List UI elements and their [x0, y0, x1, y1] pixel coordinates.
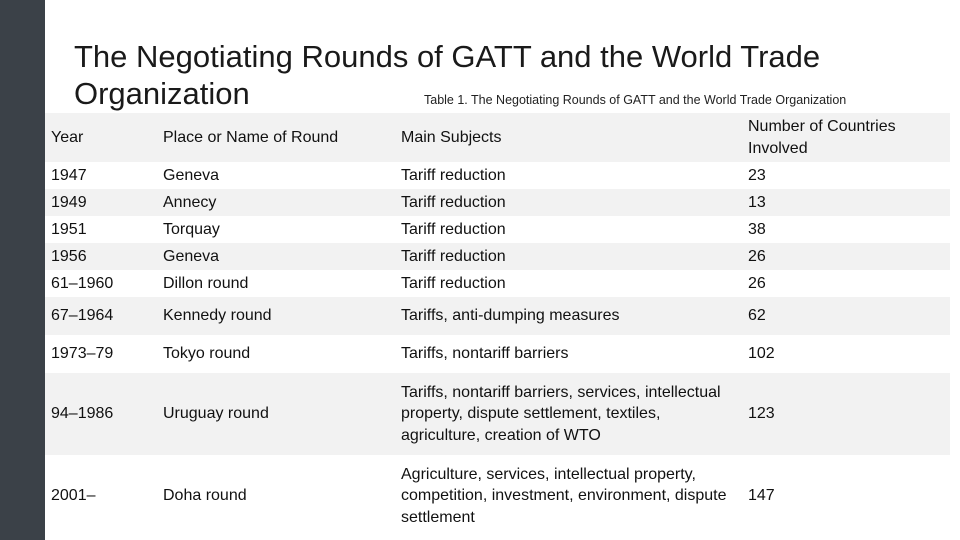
side-accent-bar — [0, 0, 45, 540]
table-row: 67–1964 Kennedy round Tariffs, anti-dump… — [45, 297, 950, 335]
table-row: 1949 Annecy Tariff reduction 13 — [45, 189, 950, 216]
header-year: Year — [45, 113, 157, 162]
cell-countries: 62 — [742, 297, 950, 335]
cell-subjects: Tariff reduction — [401, 166, 506, 184]
cell-round: Uruguay round — [157, 373, 395, 455]
table-caption: Table 1. The Negotiating Rounds of GATT … — [424, 93, 847, 107]
cell-year: 61–1960 — [51, 274, 114, 292]
table-row: 61–1960 Dillon round Tariff reduction 26 — [45, 270, 950, 297]
gatt-rounds-table: Year Place or Name of Round Main Subject… — [45, 113, 950, 537]
cell-year: 1956 — [45, 243, 157, 270]
cell-countries: 13 — [742, 189, 950, 216]
cell-year: 1973–79 — [51, 345, 114, 363]
table-row: 94–1986 Uruguay round Tariffs, nontariff… — [45, 373, 950, 455]
cell-subjects: Tariff reduction — [395, 189, 742, 216]
cell-subjects: Tariffs, nontariff barriers — [401, 345, 569, 363]
table-row: 1956 Geneva Tariff reduction 26 — [45, 243, 950, 270]
cell-subjects: Tariff reduction — [401, 220, 506, 238]
cell-countries: 38 — [748, 220, 766, 238]
table-row: 2001– Doha round Agriculture, services, … — [45, 455, 950, 537]
cell-year: 2001– — [51, 487, 96, 505]
cell-round: Geneva — [163, 166, 220, 184]
table-header-row: Year Place or Name of Round Main Subject… — [45, 113, 950, 162]
cell-round: Dillon round — [163, 274, 249, 292]
header-subjects: Main Subjects — [395, 113, 742, 162]
slide-title: The Negotiating Rounds of GATT and the W… — [74, 39, 821, 111]
cell-year: 1947 — [51, 166, 87, 184]
cell-subjects: Tariff reduction — [401, 274, 506, 292]
table-row: 1951 Torquay Tariff reduction 38 — [45, 216, 950, 243]
cell-year: 1949 — [45, 189, 157, 216]
cell-subjects: Agriculture, services, intellectual prop… — [401, 465, 727, 526]
cell-round: Torquay — [163, 220, 220, 238]
cell-subjects: Tariffs, nontariff barriers, services, i… — [395, 373, 742, 455]
table-row: 1973–79 Tokyo round Tariffs, nontariff b… — [45, 335, 950, 373]
cell-year: 1951 — [51, 220, 87, 238]
cell-countries: 123 — [742, 373, 950, 455]
header-round: Place or Name of Round — [157, 113, 395, 162]
cell-countries: 26 — [748, 274, 766, 292]
cell-round: Annecy — [157, 189, 395, 216]
header-countries: Number of Countries Involved — [742, 113, 950, 162]
cell-round: Geneva — [157, 243, 395, 270]
cell-subjects: Tariffs, anti-dumping measures — [395, 297, 742, 335]
cell-round: Doha round — [163, 487, 247, 505]
cell-year: 94–1986 — [45, 373, 157, 455]
cell-subjects: Tariff reduction — [395, 243, 742, 270]
cell-round: Kennedy round — [157, 297, 395, 335]
cell-round: Tokyo round — [163, 345, 251, 363]
cell-countries: 102 — [748, 345, 775, 363]
cell-year: 67–1964 — [45, 297, 157, 335]
cell-countries: 26 — [742, 243, 950, 270]
cell-countries: 23 — [748, 166, 766, 184]
table-row: 1947 Geneva Tariff reduction 23 — [45, 162, 950, 189]
cell-countries: 147 — [748, 487, 775, 505]
